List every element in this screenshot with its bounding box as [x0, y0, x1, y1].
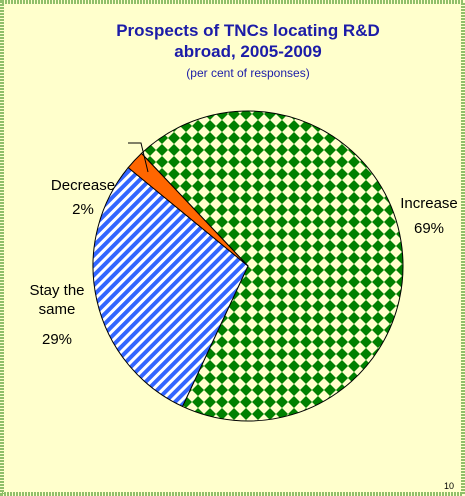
leader-line — [128, 142, 149, 173]
slice-label: Decrease — [50, 177, 116, 194]
chart-title: Prospects of TNCs locating R&D abroad, 2… — [116, 21, 380, 61]
pie-slice — [127, 152, 249, 267]
slice-value-label: 2% — [72, 201, 94, 218]
chart-subtitle: (per cent of responses) — [186, 66, 310, 80]
slice-value-label: 29% — [41, 331, 73, 348]
slice-label: Increase — [400, 195, 458, 212]
pie-slice — [140, 110, 404, 422]
slice-value-label: 69% — [413, 220, 445, 237]
slice-label: Stay the same — [29, 282, 85, 318]
pie-slice — [92, 166, 249, 408]
page-number: 10 — [443, 481, 454, 491]
pie — [92, 110, 404, 422]
